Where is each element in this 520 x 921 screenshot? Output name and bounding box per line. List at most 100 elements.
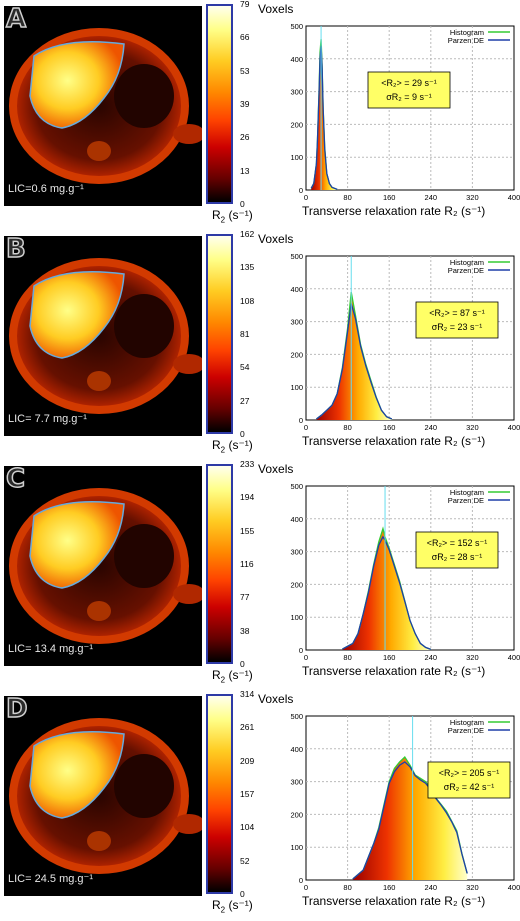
- y-axis-label: Voxels: [258, 2, 294, 16]
- parzen-line: [342, 535, 432, 650]
- colorbar-tick: 162: [240, 229, 255, 239]
- panel-b: B LIC= 7.7 mg.g⁻¹ 162 135 108 81 54 27 0 R2 (s⁻¹)…: [0, 230, 520, 460]
- y-tick-label: 300: [290, 548, 303, 557]
- r2-subscript: 2: [220, 445, 226, 455]
- liver-roi: [29, 500, 125, 589]
- r2-subscript: 2: [220, 215, 226, 225]
- y-tick-label: 400: [290, 285, 303, 294]
- x-tick-label: 160: [383, 193, 396, 202]
- x-tick-label: 80: [343, 193, 351, 202]
- mean-text: <R₂> = 29 s⁻¹: [381, 78, 437, 88]
- x-tick-label: 240: [425, 653, 438, 662]
- x-tick-label: 400: [508, 653, 520, 662]
- y-tick-label: 100: [290, 383, 303, 392]
- colorbar-tick: 0: [240, 659, 245, 669]
- y-tick-label: 400: [290, 515, 303, 524]
- r2-symbol: R: [212, 438, 221, 452]
- y-axis-label: Voxels: [258, 232, 294, 246]
- y-tick-label: 200: [290, 350, 303, 359]
- stats-box: [427, 761, 511, 799]
- mean-text: <R₂> = 87 s⁻¹: [429, 308, 485, 318]
- r2-unit: (s⁻¹): [225, 668, 253, 682]
- x-tick-label: 80: [343, 883, 351, 892]
- colorbar-tick: 79: [240, 0, 250, 9]
- x-tick-label: 0: [304, 653, 308, 662]
- colorbar-tick: 81: [240, 329, 250, 339]
- colorbar-tick: 194: [240, 492, 255, 503]
- colorbar-tick: 53: [240, 65, 250, 76]
- colorbar-tick: 0: [240, 889, 245, 899]
- histogram-chart: 0 100 200 300 400 500 0 80 160 240 320 400 Histogram…: [290, 22, 520, 202]
- r2-symbol: R: [212, 898, 221, 912]
- x-tick-label: 160: [383, 423, 396, 432]
- colorbar-tick: 104: [240, 822, 255, 833]
- x-tick-label: 80: [343, 653, 351, 662]
- histogram-fill: [311, 39, 338, 191]
- x-axis-label: Transverse relaxation rate R₂ (s⁻¹): [302, 434, 486, 448]
- y-tick-label: 500: [290, 22, 303, 31]
- histogram-chart: 0 100 200 300 400 500 0 80 160 240 320 400 Histogram…: [290, 482, 520, 662]
- x-tick-label: 400: [508, 423, 520, 432]
- sigma-text: σR₂ = 23 s⁻¹: [432, 322, 483, 332]
- mri-image: [4, 236, 202, 436]
- x-tick-label: 240: [425, 193, 438, 202]
- x-tick-label: 160: [383, 653, 396, 662]
- y-tick-label: 0: [299, 876, 303, 885]
- stomach: [114, 294, 174, 358]
- x-tick-label: 160: [383, 883, 396, 892]
- x-axis-label: Transverse relaxation rate R₂ (s⁻¹): [302, 664, 486, 678]
- liver-roi: [29, 270, 125, 359]
- histogram-chart: 0 100 200 300 400 500 0 80 160 240 320 400 Histogram…: [290, 252, 520, 432]
- panel-letter: A: [5, 3, 27, 35]
- sigma-text: σR₂ = 9 s⁻¹: [386, 92, 432, 102]
- y-tick-label: 200: [290, 120, 303, 129]
- arm: [173, 124, 202, 144]
- y-axis-label: Voxels: [258, 462, 294, 476]
- colorbar-label: R2 (s⁻¹): [212, 668, 253, 684]
- colorbar-tick: 261: [240, 722, 255, 733]
- panel-c: C LIC= 13.4 mg.g⁻¹ 233 194 155 116 77 38 0 R2 (s⁻…: [0, 460, 520, 690]
- y-tick-label: 0: [299, 186, 303, 195]
- liver-roi: [29, 730, 125, 819]
- y-tick-label: 400: [290, 745, 303, 754]
- panel-letter: C: [5, 463, 26, 495]
- colorbar-tick: 116: [240, 559, 254, 569]
- x-tick-label: 240: [425, 423, 438, 432]
- panel-letter: B: [5, 233, 26, 265]
- colorbar-tick: 54: [240, 362, 250, 373]
- spine: [87, 601, 111, 621]
- liver-roi: [29, 40, 125, 129]
- legend-label: Histogram: [450, 258, 484, 267]
- legend-label: Histogram: [450, 28, 484, 37]
- colorbar-tick: 314: [240, 689, 255, 699]
- colorbar-tick: 66: [240, 32, 250, 43]
- colorbar-label: R2 (s⁻¹): [212, 208, 253, 224]
- arm: [173, 354, 202, 374]
- lic-label: LIC= 13.4 mg.g⁻¹: [8, 643, 93, 655]
- x-tick-label: 320: [466, 193, 479, 202]
- colorbar: [206, 234, 233, 434]
- x-tick-label: 0: [304, 193, 308, 202]
- colorbar-tick: 233: [240, 459, 255, 469]
- x-tick-label: 320: [466, 423, 479, 432]
- y-tick-label: 100: [290, 843, 303, 852]
- x-tick-label: 400: [508, 193, 520, 202]
- y-tick-label: 300: [290, 88, 303, 97]
- histogram-fill: [352, 757, 468, 880]
- parzen-line: [316, 303, 393, 420]
- y-tick-label: 0: [299, 416, 303, 425]
- sigma-text: σR₂ = 28 s⁻¹: [432, 552, 483, 562]
- x-tick-label: 400: [508, 883, 520, 892]
- mri-image: [4, 696, 202, 896]
- colorbar-label: R2 (s⁻¹): [212, 898, 253, 914]
- colorbar-tick: 52: [240, 855, 250, 866]
- stats-box: [415, 531, 499, 569]
- y-tick-label: 100: [290, 153, 303, 162]
- y-tick-label: 500: [290, 482, 303, 491]
- y-tick-label: 300: [290, 778, 303, 787]
- colorbar-tick: 39: [240, 99, 250, 109]
- y-tick-label: 0: [299, 646, 303, 655]
- r2-subscript: 2: [220, 905, 226, 915]
- spine: [87, 831, 111, 851]
- stomach: [114, 64, 174, 128]
